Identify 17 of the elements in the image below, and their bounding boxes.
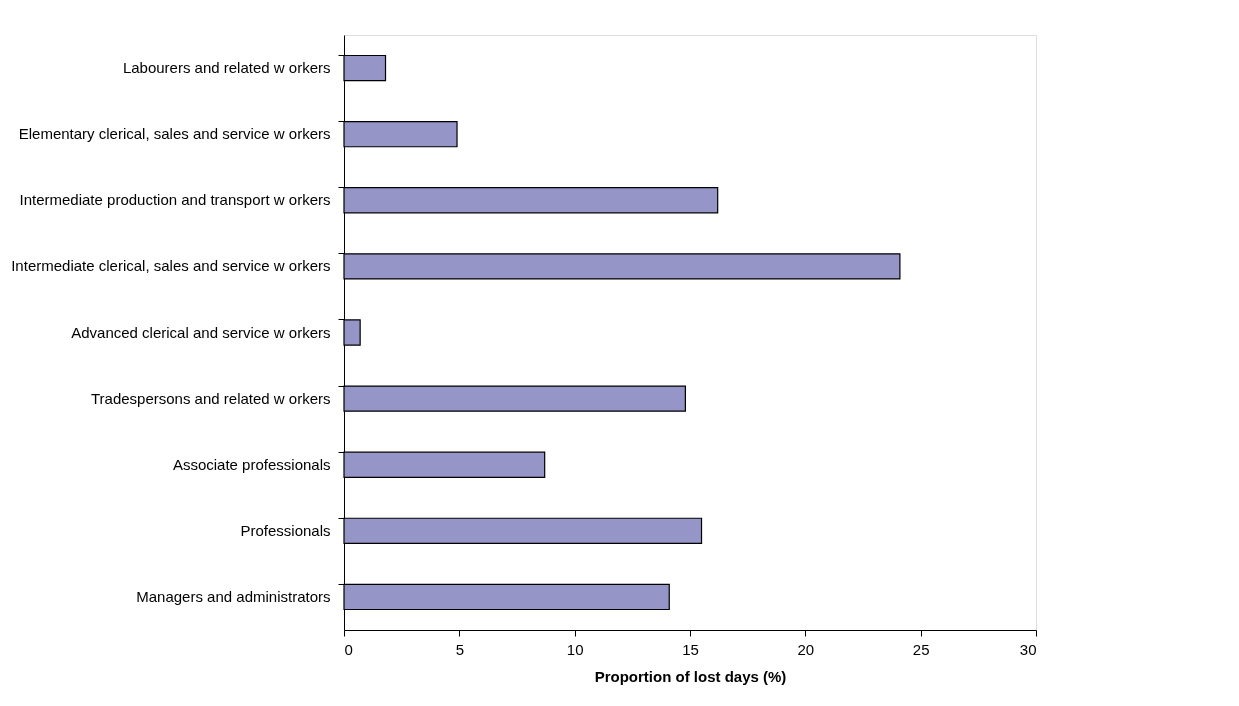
y-tick-label: Intermediate clerical, sales and service w orkers: [11, 257, 331, 275]
y-tick-label: Professionals: [240, 521, 331, 539]
x-tick-label: 5: [455, 640, 465, 658]
y-tick-label: Labourers and related w orkers: [122, 59, 331, 77]
x-tick-label: 30: [1019, 640, 1037, 658]
x-tick-label: 15: [682, 640, 699, 658]
x-tick-label: 10: [566, 640, 584, 658]
y-tick-label: Tradespersons and related w orkers: [90, 389, 331, 407]
y-tick-label: Associate professionals: [172, 455, 331, 473]
y-tick-label: Advanced clerical and service w orkers: [71, 323, 331, 341]
x-tick-label: 20: [797, 640, 815, 658]
y-tick-label: Intermediate production and transport w orkers: [19, 191, 331, 209]
x-tick-label: 25: [912, 640, 930, 658]
x-tick-label: 0: [344, 640, 353, 658]
y-tick-label: Elementary clerical, sales and service w orkers: [18, 125, 331, 143]
x-axis-title: Proportion of lost days (%): [594, 667, 787, 685]
y-tick-label: Managers and administrators: [136, 587, 331, 605]
